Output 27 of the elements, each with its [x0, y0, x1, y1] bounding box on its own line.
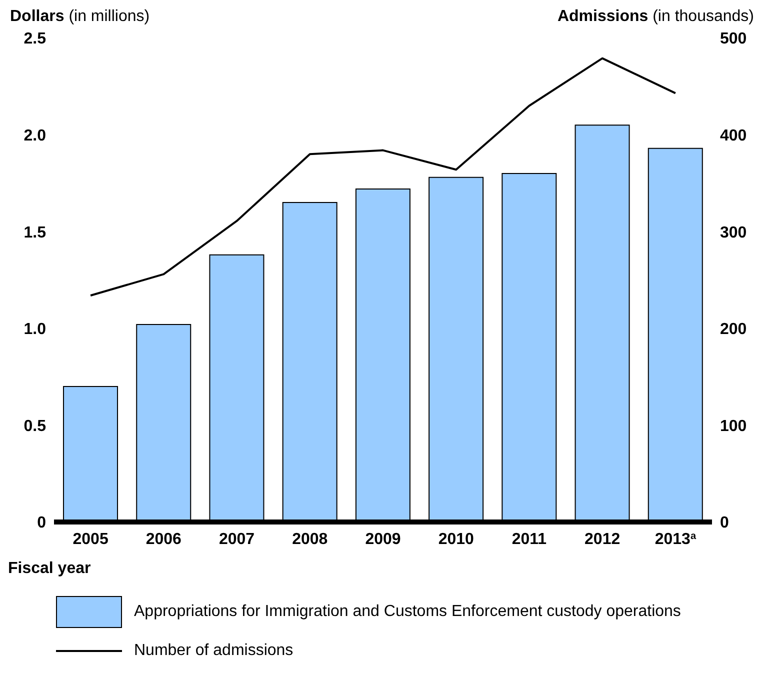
y2-axis-title: Admissions (in thousands) — [557, 8, 754, 26]
y2-tick-label: 200 — [720, 321, 747, 338]
x-tick-label: 2008 — [292, 531, 328, 548]
y-tick-label: 2.5 — [24, 30, 46, 48]
y2-tick-label: 100 — [720, 418, 747, 435]
legend-label: Number of admissions — [134, 642, 294, 660]
y-tick-label: 2.0 — [24, 127, 46, 144]
x-tick-label: 2005 — [72, 531, 108, 548]
legend-label: Appropriations for Immigration and Customs Enforcement custody operations — [134, 603, 681, 621]
x-tick-label: 2007 — [218, 531, 255, 548]
x-tick-label: 2010 — [438, 531, 474, 548]
y2-tick-label: 400 — [720, 127, 747, 144]
x-tick-label: 2011 — [512, 531, 547, 548]
x-tick-label: 2013$^{a}$ — [654, 530, 696, 548]
y-tick-label: 1.5 — [24, 224, 46, 242]
y2-tick-label: 300 — [720, 224, 747, 242]
y2-tick-label: 0 — [720, 514, 729, 532]
x-tick-label: 2009 — [365, 531, 401, 548]
x-axis-title: Fiscal year — [8, 560, 92, 578]
y-tick-label: 0 — [37, 514, 46, 532]
y-tick-label: 0.5 — [24, 418, 46, 435]
y2-tick-label: 500 — [720, 30, 747, 48]
y-axis-title: Dollars (in millions) — [10, 8, 150, 26]
x-tick-label: 2012 — [584, 531, 620, 548]
y-tick-label: 1.0 — [24, 321, 46, 338]
line-series — [90, 57, 676, 296]
x-tick-label: 2006 — [146, 531, 182, 548]
